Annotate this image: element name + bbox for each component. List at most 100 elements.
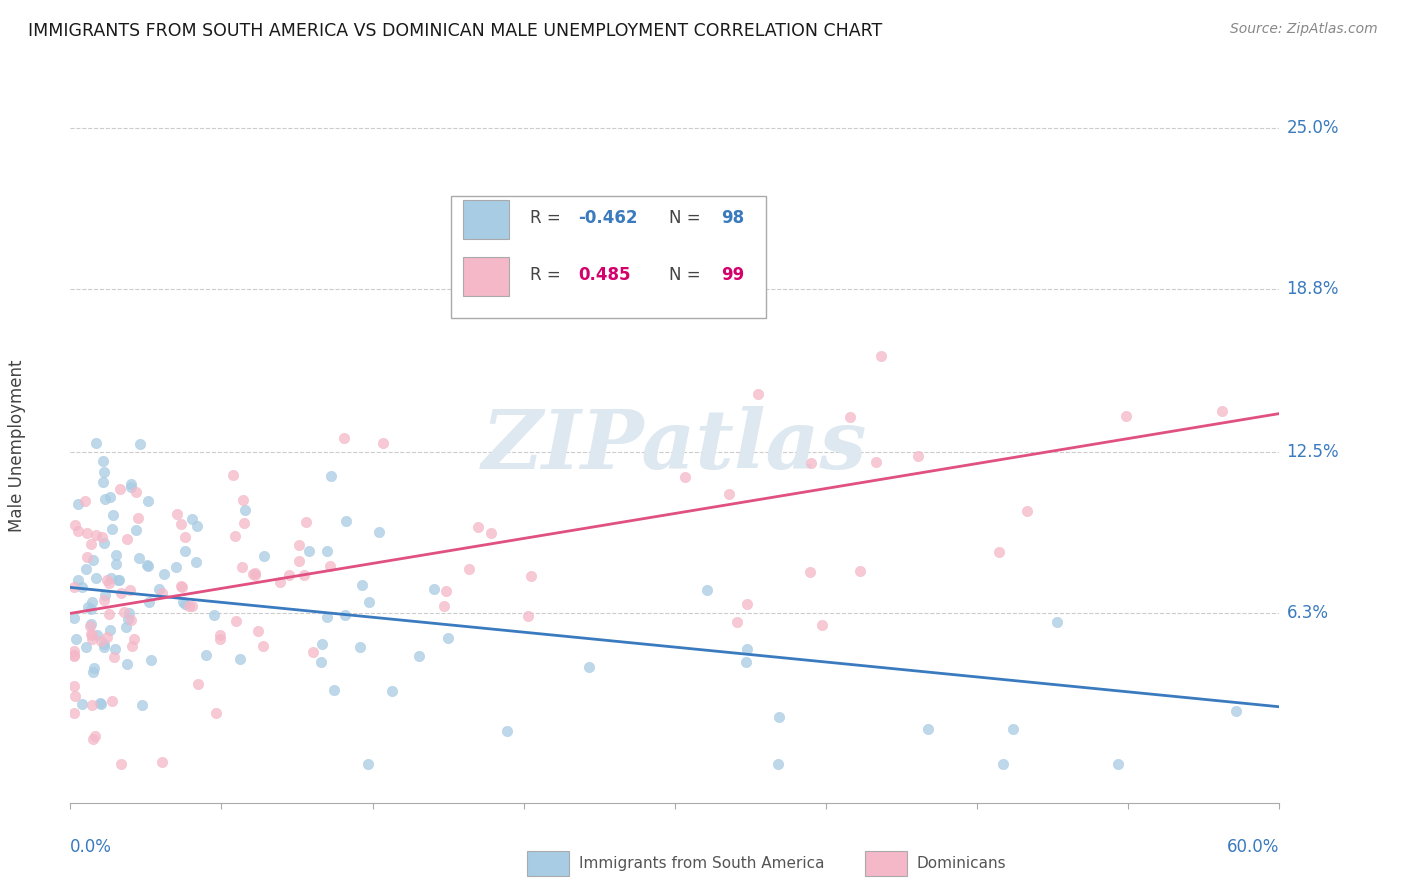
Point bbox=[991, 756, 1014, 771]
Point bbox=[70, 697, 93, 711]
Point bbox=[768, 710, 790, 724]
Point bbox=[136, 558, 159, 573]
Point bbox=[288, 538, 311, 552]
Point bbox=[181, 512, 204, 526]
Point bbox=[122, 632, 145, 646]
Point bbox=[747, 387, 769, 401]
Point bbox=[309, 655, 332, 669]
Text: -0.462: -0.462 bbox=[578, 209, 638, 227]
Point bbox=[125, 485, 148, 500]
Point bbox=[80, 537, 103, 551]
Point bbox=[202, 608, 225, 623]
Point bbox=[194, 648, 217, 662]
Point bbox=[63, 689, 86, 703]
Point bbox=[84, 571, 107, 585]
Text: 60.0%: 60.0% bbox=[1227, 838, 1279, 856]
Point bbox=[173, 530, 195, 544]
Point bbox=[170, 517, 193, 532]
Point bbox=[800, 456, 823, 470]
Point bbox=[315, 544, 337, 558]
Point bbox=[76, 549, 98, 564]
Point bbox=[115, 533, 138, 547]
Point bbox=[768, 756, 790, 771]
Point bbox=[1017, 504, 1039, 518]
Point bbox=[93, 465, 115, 479]
Point bbox=[294, 515, 316, 529]
Point bbox=[128, 551, 150, 566]
Point bbox=[75, 640, 97, 655]
Point bbox=[209, 632, 232, 646]
Point bbox=[63, 611, 86, 625]
Point bbox=[467, 520, 489, 534]
Point bbox=[141, 653, 163, 667]
Point bbox=[187, 676, 209, 690]
Point bbox=[1046, 615, 1069, 629]
Point bbox=[811, 618, 834, 632]
Point bbox=[221, 468, 243, 483]
Point bbox=[870, 349, 893, 363]
Point bbox=[91, 475, 114, 490]
Point bbox=[1225, 704, 1247, 718]
Point bbox=[357, 595, 380, 609]
Point bbox=[233, 503, 256, 517]
Point bbox=[333, 431, 356, 445]
Point bbox=[91, 454, 114, 468]
Point bbox=[333, 608, 356, 623]
Point bbox=[105, 557, 128, 571]
Point bbox=[172, 595, 194, 609]
Point bbox=[243, 566, 266, 580]
Point bbox=[118, 607, 141, 621]
Point bbox=[735, 642, 758, 657]
Point bbox=[100, 571, 122, 585]
Point bbox=[1211, 404, 1233, 418]
Point bbox=[166, 507, 188, 521]
Point bbox=[90, 634, 112, 648]
Point bbox=[172, 580, 194, 594]
Point bbox=[110, 586, 132, 600]
Point bbox=[245, 567, 267, 582]
Point bbox=[129, 437, 152, 451]
Point bbox=[110, 756, 132, 771]
Text: 18.8%: 18.8% bbox=[1286, 280, 1339, 298]
Text: Male Unemployment: Male Unemployment bbox=[8, 359, 25, 533]
Point bbox=[277, 567, 299, 582]
Point bbox=[288, 553, 311, 567]
Point bbox=[107, 573, 129, 587]
Point bbox=[849, 564, 872, 578]
Point bbox=[350, 578, 373, 592]
Point bbox=[174, 544, 197, 558]
Point bbox=[799, 566, 821, 580]
Point bbox=[673, 470, 696, 484]
Point bbox=[118, 582, 141, 597]
Point bbox=[148, 582, 170, 596]
Point bbox=[987, 544, 1010, 558]
Point bbox=[93, 492, 115, 507]
Point bbox=[150, 586, 173, 600]
Point bbox=[735, 597, 758, 611]
FancyBboxPatch shape bbox=[464, 257, 509, 296]
Point bbox=[434, 584, 457, 599]
Point bbox=[63, 644, 86, 658]
Point bbox=[73, 493, 96, 508]
Point bbox=[66, 497, 89, 511]
Point bbox=[108, 482, 131, 496]
Point bbox=[120, 613, 142, 627]
Text: IMMIGRANTS FROM SOUTH AMERICA VS DOMINICAN MALE UNEMPLOYMENT CORRELATION CHART: IMMIGRANTS FROM SOUTH AMERICA VS DOMINIC… bbox=[28, 22, 883, 40]
Point bbox=[93, 640, 115, 655]
Point bbox=[725, 615, 748, 630]
Point bbox=[495, 724, 517, 739]
Point bbox=[367, 525, 389, 540]
Point bbox=[98, 607, 121, 621]
Point bbox=[1115, 409, 1137, 424]
Point bbox=[433, 599, 456, 613]
Point bbox=[233, 516, 256, 530]
Point bbox=[696, 582, 718, 597]
Point bbox=[96, 630, 118, 644]
Point bbox=[269, 574, 291, 589]
Point bbox=[839, 409, 862, 424]
Point bbox=[82, 731, 104, 746]
Point bbox=[231, 560, 253, 574]
Point bbox=[408, 648, 430, 663]
Point bbox=[63, 580, 86, 594]
Point bbox=[371, 436, 394, 450]
